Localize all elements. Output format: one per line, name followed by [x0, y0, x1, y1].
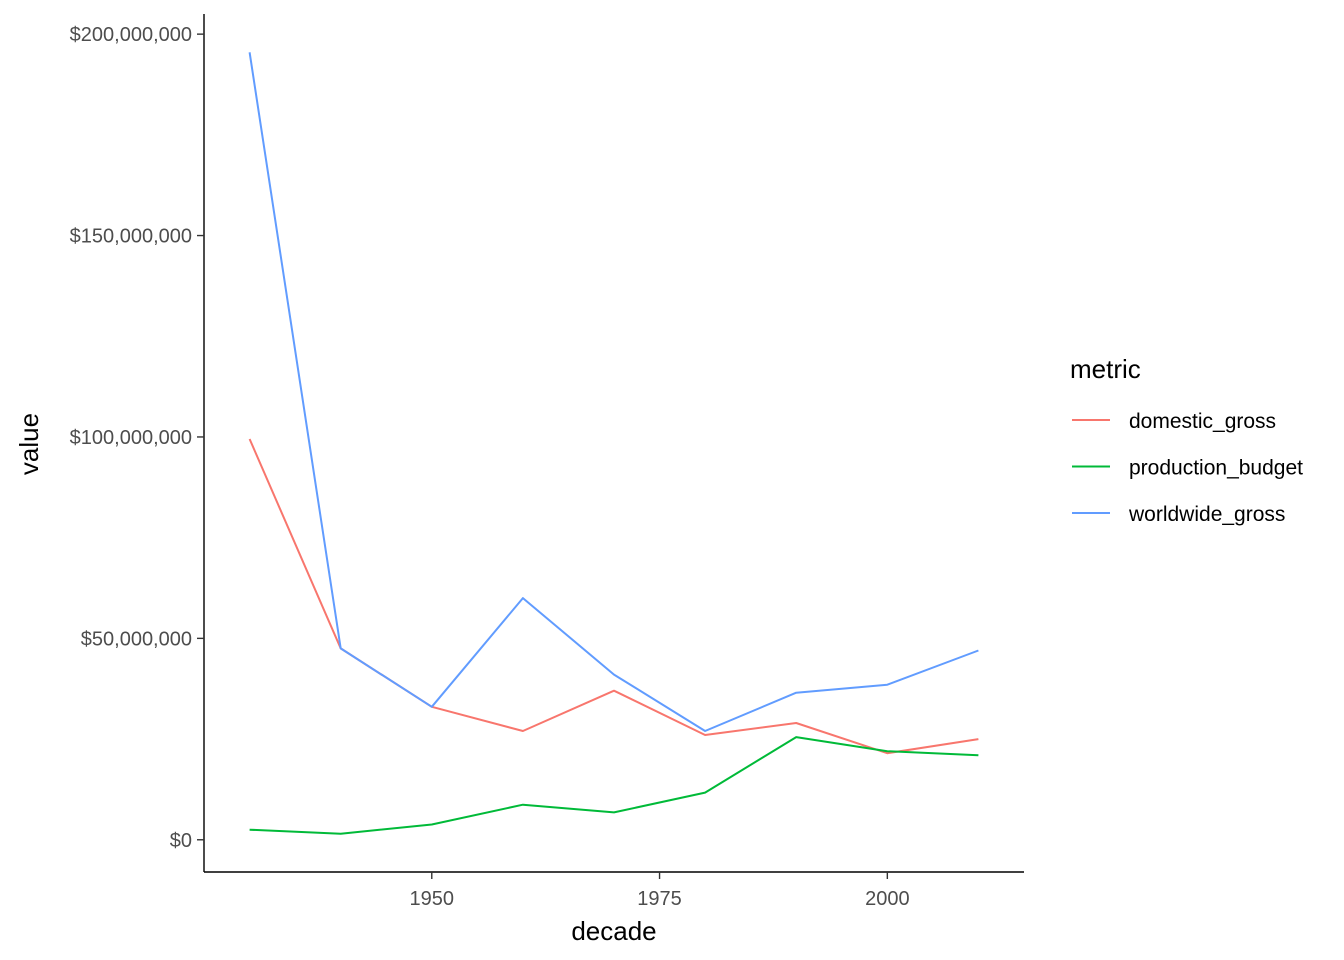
y-axis-title: value: [14, 413, 44, 475]
x-tick-label: 1950: [410, 888, 455, 910]
y-axis: $0 $50,000,000 $100,000,000 $150,000,000 $20…: [70, 14, 205, 872]
x-tick-label: 2000: [865, 888, 910, 910]
legend-label-worldwide-gross: worldwide_gross: [1128, 503, 1285, 526]
y-tick-label: $150,000,000: [70, 226, 192, 248]
legend-label-domestic-gross: domestic_gross: [1129, 410, 1276, 433]
x-tick-label: 1975: [637, 888, 682, 910]
y-tick-label: $200,000,000: [70, 24, 192, 46]
x-axis: 1950 1975 2000: [204, 871, 1024, 910]
legend-title: metric: [1070, 354, 1141, 384]
x-axis-title: decade: [571, 916, 656, 946]
y-tick-label: $50,000,000: [81, 628, 192, 650]
series-line-worldwide-gross: [248, 52, 979, 732]
series-line-domestic-gross: [248, 438, 979, 755]
legend: metric domestic_gross production_budgetwo…: [1070, 354, 1303, 526]
series-lines: [248, 52, 979, 835]
y-tick-label: $100,000,000: [70, 427, 192, 449]
legend-label-production-budget: production_budget: [1129, 457, 1303, 480]
series-line-production-budget: [249, 736, 979, 835]
y-tick-label: $0: [170, 830, 192, 852]
